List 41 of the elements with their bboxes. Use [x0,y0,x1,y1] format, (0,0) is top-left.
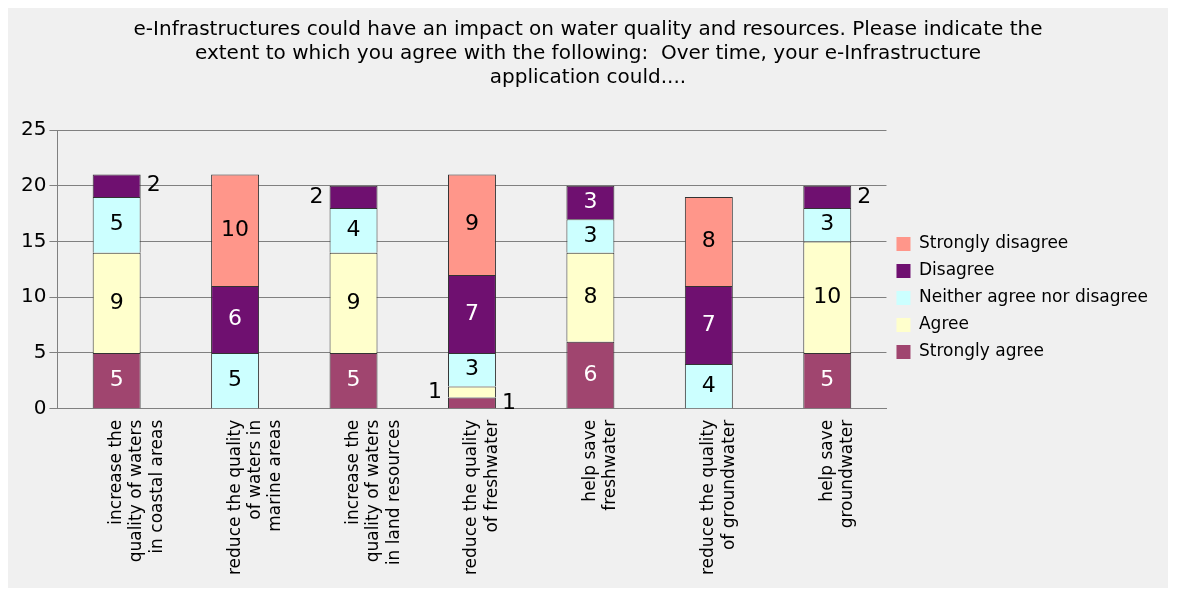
data-label: 4 [346,216,361,242]
data-label: 6 [583,360,598,386]
data-label: 5 [109,210,124,236]
legend-label: Agree [918,313,969,334]
legend-label: Strongly disagree [918,232,1069,253]
data-label: 5 [228,366,243,392]
data-label: 5 [346,366,361,392]
data-label: 10 [221,216,250,242]
data-label: 3 [464,355,479,381]
y-tick-label: 15 [21,227,47,252]
data-label: 9 [464,210,479,236]
legend-label: Neither agree nor disagree [918,286,1149,307]
data-label: 5 [820,366,835,392]
x-tick-label: increase the quality of waters in coastal areas [105,419,166,563]
y-tick-label: 20 [21,171,47,196]
data-label: 7 [464,299,479,325]
data-label: 6 [228,305,243,331]
y-tick-label: 0 [33,394,47,419]
data-label: 3 [820,210,835,236]
data-label: 8 [583,282,598,308]
data-label: 2 [857,182,872,208]
data-label: 7 [701,310,716,336]
data-label: 4 [701,371,716,397]
x-tick-label: help save freshwater [578,419,620,511]
legend-label: Disagree [918,259,995,280]
data-label: 2 [309,182,324,208]
legend-label: Strongly agree [918,340,1044,361]
data-label: 1 [427,377,442,403]
y-tick-label: 25 [21,116,47,141]
data-label: 1 [501,388,516,414]
data-label: 8 [701,227,716,253]
data-label: 3 [583,221,598,247]
data-label: 3 [583,188,598,214]
y-tick-label: 10 [21,283,47,308]
data-label: 5 [109,366,124,392]
y-tick-label: 5 [33,339,47,364]
data-label: 9 [346,288,361,314]
chart-title: e-Infrastructures could have an impact on water quality and resources. Please indicate the extent to which you agree with the following: Over time, your e-Infrastructure application could.... [133,16,1043,89]
data-label: 9 [109,288,124,314]
data-label: 10 [813,282,842,308]
data-label: 2 [146,171,161,197]
